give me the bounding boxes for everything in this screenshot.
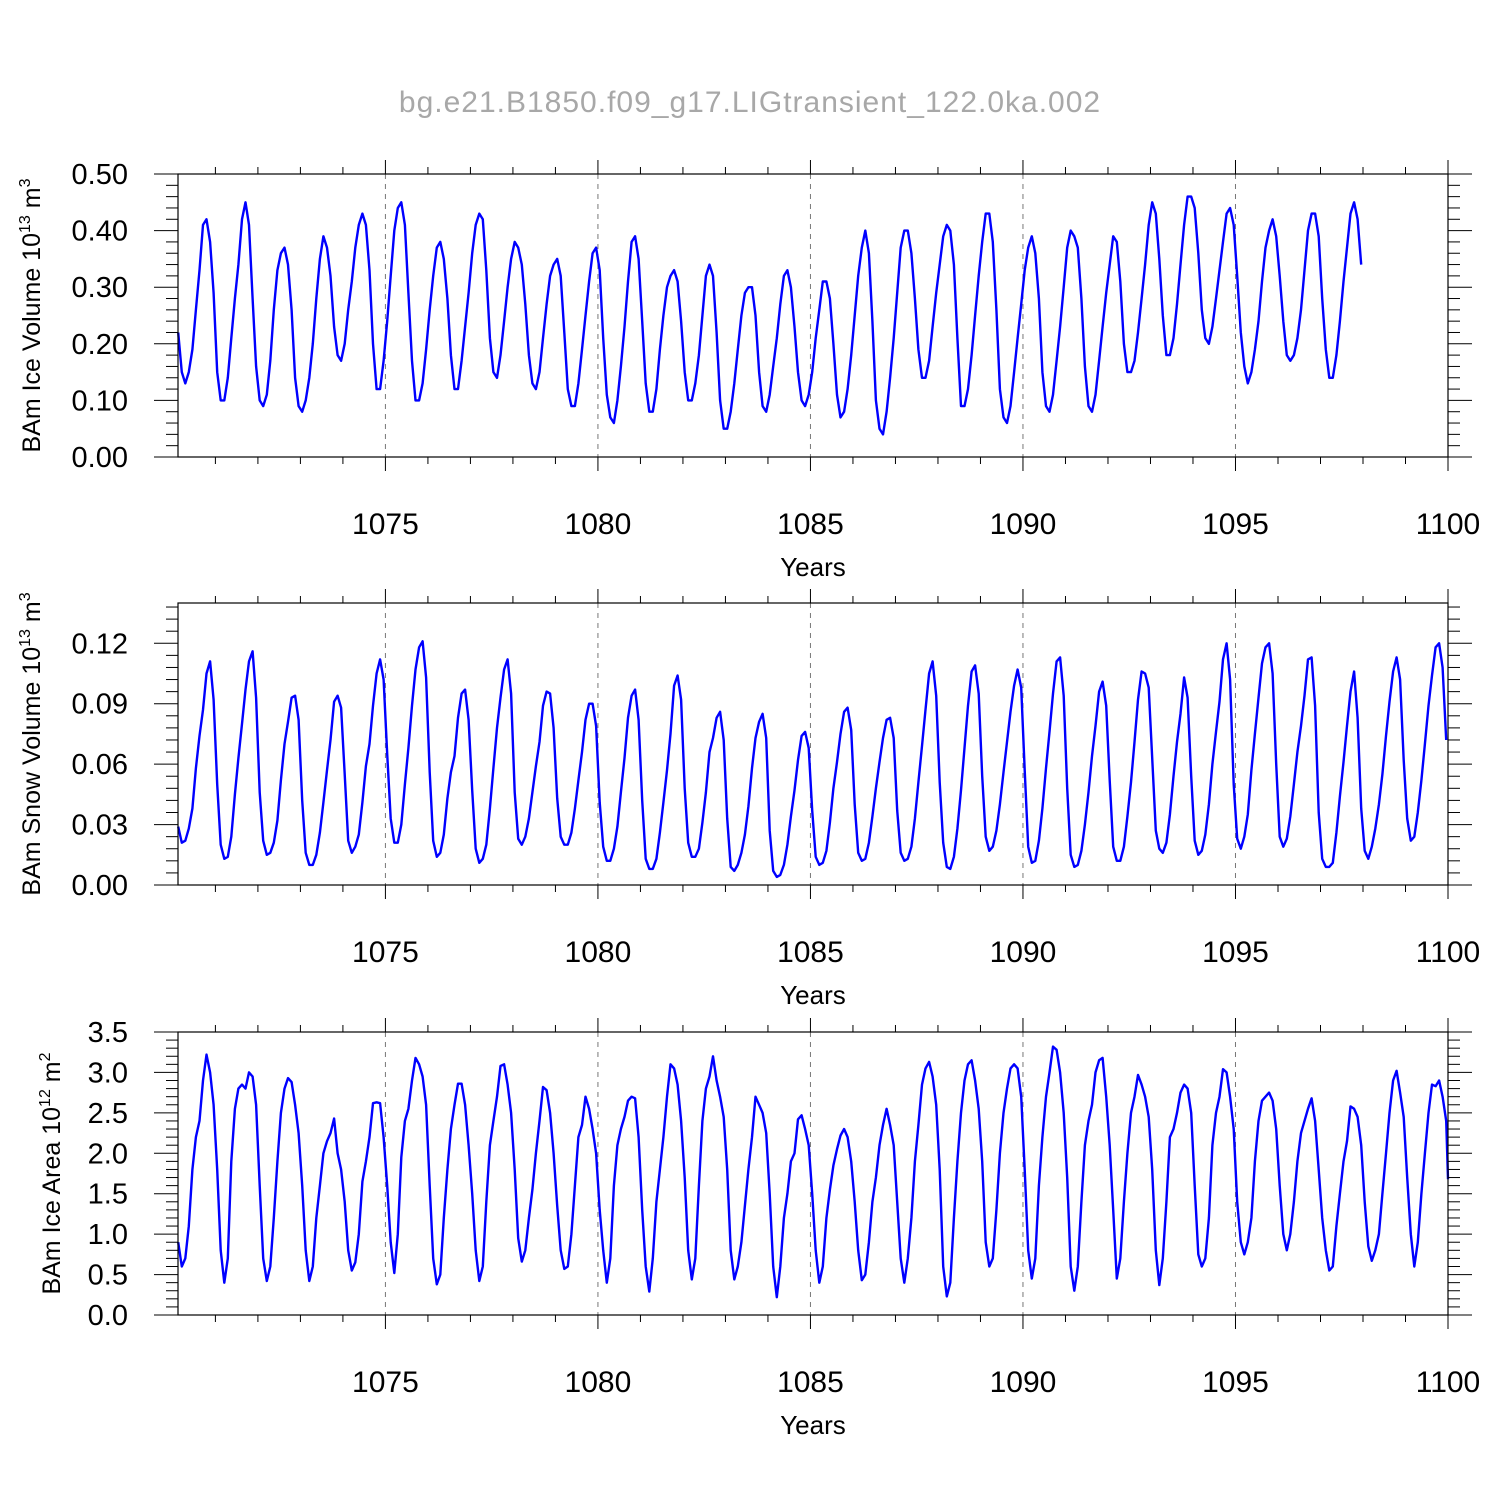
snow-volume-ytick-label: 0.06 [72,749,128,781]
ice-volume-xtick-label: 1075 [352,508,419,541]
snow-volume-xtick-label: 1100 [1416,936,1481,969]
ice-area-xtick-label: 1085 [777,1366,844,1399]
ice-volume-ytick-label: 0.20 [72,329,128,361]
snow-volume-xtick-label: 1085 [777,936,844,969]
ice-area-panel: 1075 1080 1085 1090 1095 1100 Years 0.0 0.5 1.0 1.… [37,1017,1480,1440]
ice-volume-xtick-label: 1080 [565,508,632,541]
ice-volume-xtick-label: 1095 [1202,508,1269,541]
snow-volume-ytick-label: 0.03 [72,810,128,842]
ice-area-xtick-label: 1075 [352,1366,419,1399]
snow-volume-y-axis-label: BAm Snow Volume 1013 m3 [17,592,46,895]
ice-area-ytick-label: 1.5 [88,1179,128,1211]
snow-volume-xtick-label: 1090 [990,936,1057,969]
ice-area-series-line [177,1045,1450,1299]
figure-title: bg.e21.B1850.f09_g17.LIGtransient_122.0k… [399,86,1101,119]
snow-volume-panel: 1075 1080 1085 1090 1095 1100 Years 0.00 0.03 0.0… [17,589,1480,1010]
ice-area-ytick-label: 1.0 [88,1219,128,1251]
ice-area-y-axis-label: BAm Ice Area 1012 m2 [37,1052,66,1294]
snow-volume-ytick-label: 0.12 [72,628,128,660]
snow-volume-xtick-label: 1080 [565,936,632,969]
ice-area-ytick-label: 0.0 [88,1300,128,1332]
ice-volume-y-axis-label: BAm Ice Volume 1013 m3 [17,178,46,452]
ice-area-plot-frame [177,1031,1449,1316]
ice-area-ytick-label: 0.5 [88,1260,128,1292]
ice-area-ytick-label: 2.0 [88,1138,128,1170]
ice-volume-x-axis-label: Years [780,552,846,582]
snow-volume-ytick-label: 0.09 [72,689,128,721]
ice-volume-ytick-label: 0.30 [72,272,128,304]
ice-area-xtick-label: 1090 [990,1366,1057,1399]
ice-volume-ytick-label: 0.00 [72,442,128,474]
ice-volume-series-line [177,195,1363,436]
ice-volume-xtick-label: 1100 [1416,508,1481,541]
ice-area-xtick-label: 1080 [565,1366,632,1399]
ice-area-ytick-label: 3.5 [88,1017,128,1049]
ice-volume-plot-frame [177,173,1449,458]
snow-volume-x-axis-label: Years [780,980,846,1010]
ice-area-xtick-label: 1095 [1202,1366,1269,1399]
snow-volume-xtick-label: 1075 [352,936,419,969]
ice-volume-ytick-label: 0.50 [72,159,128,191]
ice-volume-ytick-label: 0.40 [72,216,128,248]
snow-volume-ytick-label: 0.00 [72,870,128,902]
ice-area-xtick-label: 1100 [1416,1366,1481,1399]
ice-volume-xtick-label: 1085 [777,508,844,541]
ice-area-ytick-label: 3.0 [88,1057,128,1089]
snow-volume-xtick-label: 1095 [1202,936,1269,969]
ice-volume-xtick-label: 1090 [990,508,1057,541]
ice-area-ytick-label: 2.5 [88,1098,128,1130]
snow-volume-plot-frame [177,602,1449,886]
ice-volume-panel: 1075 1080 1085 1090 1095 1100 Years 0.00 0.10 0.2… [17,159,1480,582]
snow-volume-series-line [177,640,1448,879]
ice-volume-ytick-label: 0.10 [72,385,128,417]
ice-area-x-axis-label: Years [780,1410,846,1440]
